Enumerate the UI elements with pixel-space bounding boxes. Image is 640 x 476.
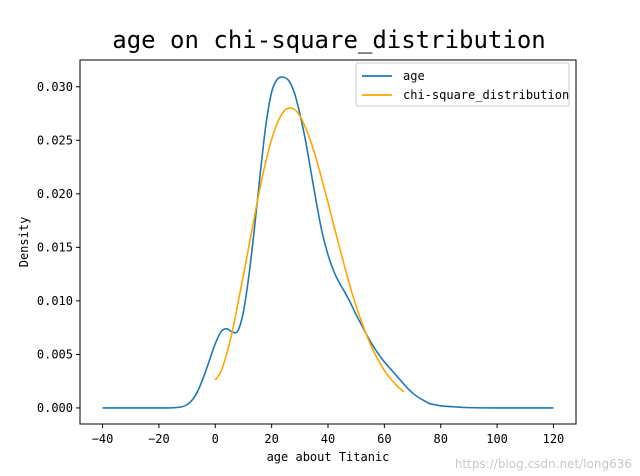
y-tick-label: 0.030 xyxy=(37,80,73,94)
x-tick-label: −20 xyxy=(148,432,170,446)
x-tick-label: 100 xyxy=(486,432,508,446)
series-line-age xyxy=(102,76,554,409)
x-tick-label: 120 xyxy=(543,432,565,446)
x-tick-label: 60 xyxy=(377,432,391,446)
series-layer xyxy=(102,76,554,409)
x-axis: −40 −20 0 20 40 60 80 100 120 xyxy=(92,424,565,446)
legend-label: chi-square_distribution xyxy=(403,88,569,102)
y-tick-label: 0.000 xyxy=(37,401,73,415)
y-tick-label: 0.020 xyxy=(37,187,73,201)
y-tick-label: 0.025 xyxy=(37,133,73,147)
y-tick-label: 0.010 xyxy=(37,294,73,308)
y-tick-label: 0.015 xyxy=(37,240,73,254)
x-tick-label: 0 xyxy=(212,432,219,446)
series-line-chi-square xyxy=(214,107,405,393)
x-tick-label: 40 xyxy=(321,432,335,446)
x-tick-label: −40 xyxy=(92,432,114,446)
legend: age chi-square_distribution xyxy=(355,62,570,107)
x-tick-label: 80 xyxy=(434,432,448,446)
y-axis: 0.000 0.005 0.010 0.015 0.020 0.025 0.030 xyxy=(37,80,80,415)
legend-label: age xyxy=(403,69,425,83)
plot-frame xyxy=(79,59,577,425)
x-axis-label: age about Titanic xyxy=(267,450,390,464)
chart-title: age on chi-square_distribution xyxy=(112,26,545,54)
y-tick-label: 0.005 xyxy=(37,347,73,361)
y-axis-label: Density xyxy=(17,217,31,268)
plot-area xyxy=(79,59,577,425)
x-tick-label: 20 xyxy=(264,432,278,446)
watermark: https://blog.csdn.net/long636 xyxy=(455,457,632,471)
legend-box xyxy=(355,62,570,107)
